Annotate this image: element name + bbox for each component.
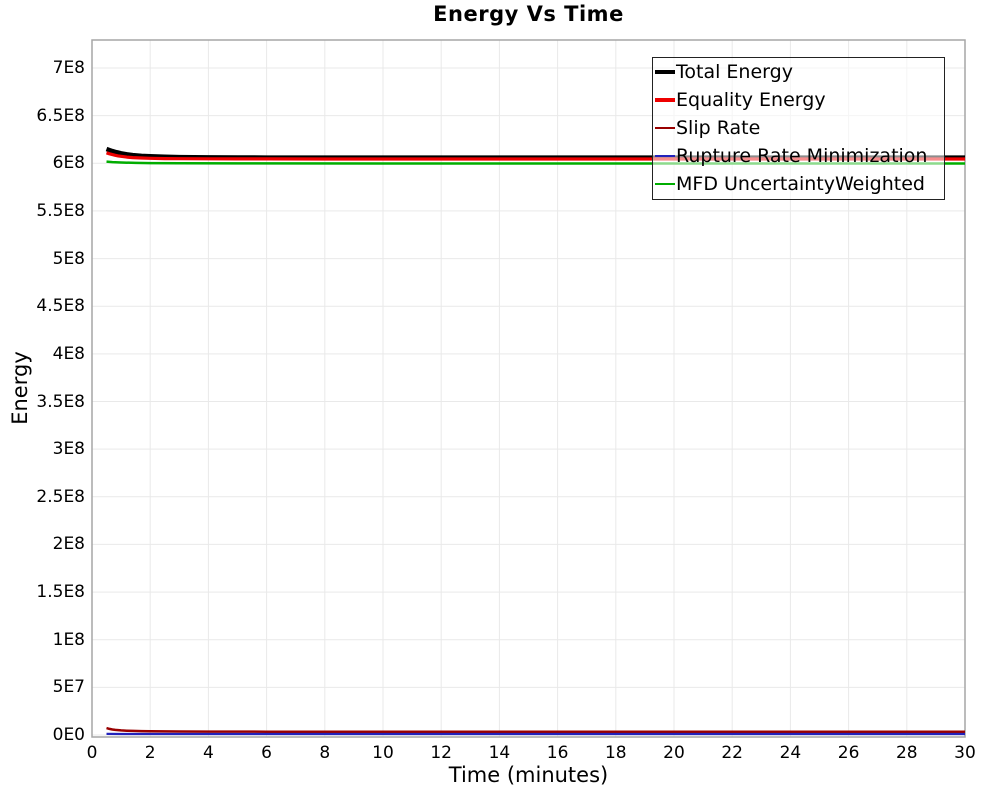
legend-item-rupture-rate-minimization: Rupture Rate Minimization <box>655 142 944 170</box>
y-tick-label: 3.5E8 <box>36 391 85 412</box>
plot-border <box>91 39 966 738</box>
legend-item-equality-energy: Equality Energy <box>655 86 944 114</box>
y-axis-label: Energy <box>8 351 32 425</box>
x-tick-label: 24 <box>779 743 802 763</box>
legend-label: Rupture Rate Minimization <box>676 145 928 167</box>
y-tick-label: 5.5E8 <box>36 200 85 221</box>
y-tick-label: 5E7 <box>52 677 85 698</box>
chart-title: Energy Vs Time <box>433 2 624 26</box>
y-tick-label: 6.5E8 <box>36 105 85 126</box>
legend-item-slip-rate: Slip Rate <box>655 114 944 142</box>
x-tick-label: 4 <box>202 743 214 763</box>
legend-line-swatch <box>655 126 675 130</box>
x-tick-label: 2 <box>144 743 156 763</box>
y-tick-label: 1.5E8 <box>36 582 85 603</box>
legend-line-swatch <box>655 70 675 74</box>
legend-item-total-energy: Total Energy <box>655 58 944 86</box>
series-line-slip-rate <box>106 726 965 734</box>
x-tick-label: 22 <box>721 743 743 763</box>
y-tick-label: 1E8 <box>52 629 85 650</box>
x-tick-label: 18 <box>604 743 627 763</box>
x-tick-label: 0 <box>86 743 98 763</box>
x-tick-label: 8 <box>319 743 331 763</box>
x-tick-label: 16 <box>546 743 569 763</box>
legend-label: Total Energy <box>676 61 793 83</box>
y-tick-label: 7E8 <box>52 58 85 78</box>
x-tick-label: 10 <box>372 743 394 763</box>
x-tick-label: 14 <box>488 743 511 763</box>
y-tick-label: 3E8 <box>52 439 85 460</box>
series-line-mfd-uncertaintyweighted <box>106 160 965 165</box>
y-tick-label: 6E8 <box>52 153 85 174</box>
legend-label: Slip Rate <box>676 117 761 139</box>
y-tick-label: 2E8 <box>52 534 85 555</box>
x-tick-label: 20 <box>663 743 685 763</box>
y-tick-label: 5E8 <box>52 248 85 269</box>
y-tick-label: 2.5E8 <box>36 486 85 507</box>
x-tick-label: 28 <box>895 743 918 763</box>
legend-item-mfd-uncertaintyweighted: MFD UncertaintyWeighted <box>655 170 944 198</box>
legend-label: Equality Energy <box>676 89 826 111</box>
x-tick-label: 6 <box>261 743 272 763</box>
legend-line-swatch <box>655 98 675 102</box>
x-tick-label: 12 <box>430 743 452 763</box>
legend-label: MFD UncertaintyWeighted <box>676 173 925 195</box>
legend: Total Energy Equality Energy Slip Rate Rupt… <box>652 57 945 200</box>
x-tick-label: 26 <box>837 743 860 763</box>
x-tick-label: 30 <box>954 743 976 763</box>
y-tick-label: 0E0 <box>52 725 85 745</box>
series-line-equality-energy <box>105 151 965 161</box>
legend-line-swatch <box>655 154 675 158</box>
y-tick-label: 4.5E8 <box>36 296 85 317</box>
legend-line-swatch <box>655 182 675 186</box>
x-axis-label: Time (minutes) <box>448 763 609 787</box>
y-tick-label: 4E8 <box>52 343 85 364</box>
